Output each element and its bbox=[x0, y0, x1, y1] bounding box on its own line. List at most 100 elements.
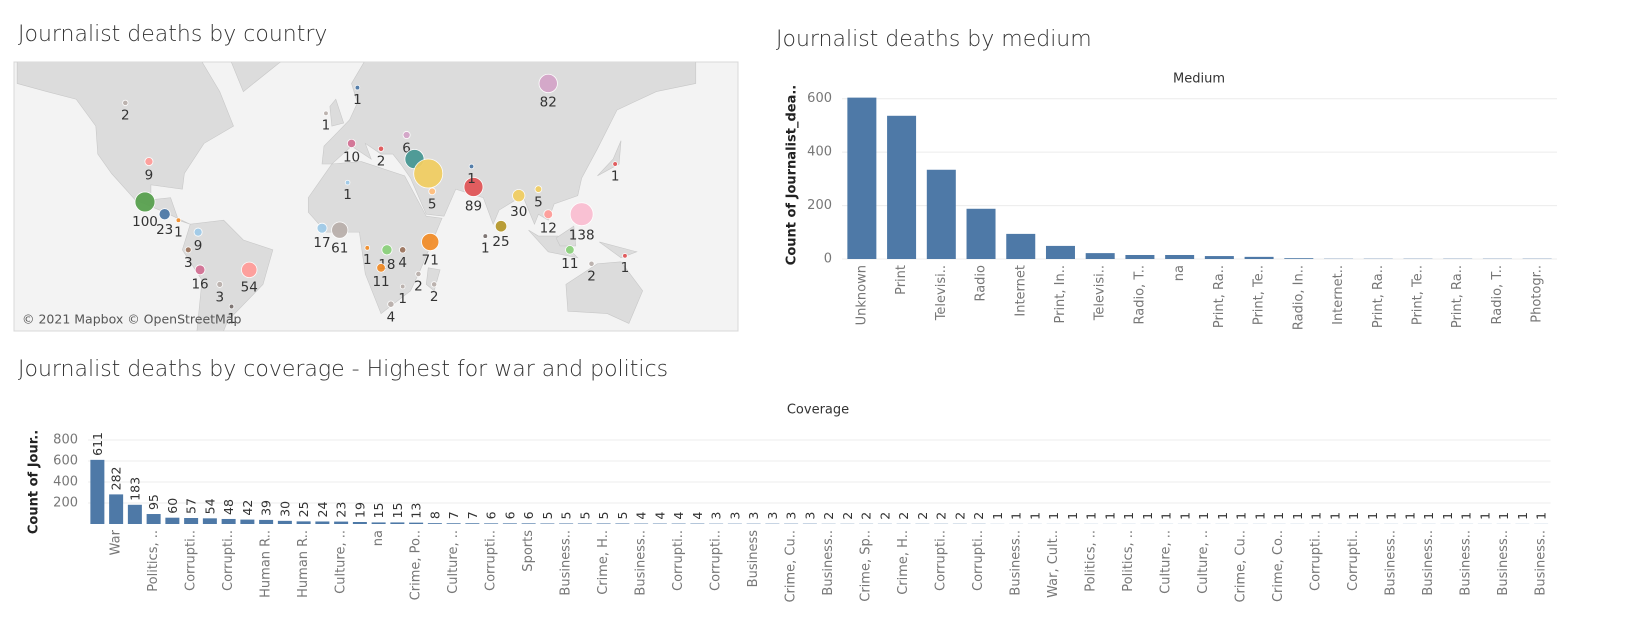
x-tick-label: Business.. bbox=[1384, 530, 1399, 596]
medium-y-label: Count of Journalist_dea.. bbox=[785, 85, 800, 265]
data-label: 2 bbox=[915, 512, 930, 520]
bubble bbox=[193, 227, 203, 237]
bubble-label: 23 bbox=[156, 222, 173, 238]
bubble bbox=[144, 157, 154, 167]
data-label: 6 bbox=[484, 511, 499, 519]
x-tick-label: na bbox=[371, 530, 386, 546]
bubble-label: 5 bbox=[534, 195, 543, 211]
x-tick-label: Crime, H.. bbox=[896, 530, 911, 595]
bar bbox=[596, 523, 611, 524]
data-label: 1 bbox=[1140, 512, 1155, 520]
y-tick-label: 800 bbox=[53, 433, 78, 448]
bubble-label: 1 bbox=[174, 225, 183, 241]
data-label: 1 bbox=[1496, 512, 1511, 520]
data-label: 1 bbox=[1384, 512, 1399, 520]
bubble bbox=[158, 208, 171, 221]
map-land bbox=[16, 62, 697, 331]
data-label: 4 bbox=[634, 512, 649, 520]
bubble bbox=[184, 246, 192, 254]
bar bbox=[887, 115, 917, 259]
bar bbox=[109, 494, 124, 524]
bubble-label: 138 bbox=[569, 228, 595, 244]
bubble bbox=[612, 161, 618, 167]
bubble-label: 17 bbox=[313, 235, 330, 251]
data-label: 7 bbox=[446, 511, 461, 519]
bar bbox=[1284, 258, 1314, 259]
x-tick-label: Corrupti.. bbox=[221, 530, 236, 591]
data-label: 24 bbox=[315, 502, 330, 518]
x-tick-label: Business.. bbox=[821, 530, 836, 596]
data-label: 5 bbox=[540, 512, 555, 520]
bubble bbox=[482, 233, 489, 239]
bar bbox=[165, 517, 180, 524]
bar bbox=[221, 518, 236, 524]
bubble bbox=[344, 179, 351, 186]
data-label: 4 bbox=[652, 512, 667, 520]
x-tick-label: Radio, T.. bbox=[1132, 265, 1147, 324]
data-label: 57 bbox=[184, 498, 199, 514]
data-label: 1 bbox=[1177, 512, 1192, 520]
bubble bbox=[463, 177, 484, 197]
data-label: 39 bbox=[259, 500, 274, 516]
landmass bbox=[230, 62, 281, 93]
bar bbox=[559, 523, 574, 524]
x-tick-label: Business.. bbox=[1459, 530, 1474, 596]
bubble-label: 10 bbox=[343, 150, 360, 166]
x-tick-label: Televisi.. bbox=[1093, 265, 1108, 321]
x-tick-label: War, Cult.. bbox=[1046, 530, 1061, 598]
bubble-label: 89 bbox=[465, 199, 482, 215]
data-label: 2 bbox=[840, 512, 855, 520]
x-tick-label: Radio bbox=[974, 265, 989, 302]
data-label: 1 bbox=[1046, 512, 1061, 520]
bar bbox=[259, 519, 274, 524]
x-tick-label: Radio, In.. bbox=[1291, 265, 1306, 330]
x-tick-label: Culture, .. bbox=[446, 530, 461, 594]
x-tick-label: Business bbox=[746, 530, 761, 588]
x-tick-label: Business.. bbox=[1534, 530, 1549, 596]
landmass bbox=[597, 140, 622, 177]
bubble-label: 11 bbox=[372, 274, 389, 290]
data-label: 3 bbox=[727, 512, 742, 520]
bubble bbox=[565, 245, 575, 255]
bar bbox=[409, 522, 424, 524]
x-tick-label: Radio, T.. bbox=[1490, 265, 1505, 324]
data-label: 3 bbox=[746, 512, 761, 520]
bar bbox=[465, 523, 480, 524]
y-tick-label: 200 bbox=[53, 496, 78, 511]
data-label: 3 bbox=[709, 512, 724, 520]
y-tick-label: 400 bbox=[53, 475, 78, 490]
bubble-label: 82 bbox=[540, 95, 557, 111]
bubble bbox=[538, 73, 558, 94]
data-label: 1 bbox=[990, 512, 1005, 520]
x-tick-label: Print, In.. bbox=[1053, 265, 1068, 324]
landmass bbox=[329, 98, 345, 127]
bubble bbox=[376, 263, 386, 273]
x-tick-label: Print, Ra.. bbox=[1212, 265, 1227, 328]
data-label: 2 bbox=[821, 512, 836, 520]
data-label: 3 bbox=[802, 512, 817, 520]
bar bbox=[615, 523, 630, 524]
bubble-label: 30 bbox=[510, 204, 527, 220]
bubble-label: 3 bbox=[215, 289, 224, 305]
bubble bbox=[468, 163, 475, 170]
data-label: 6 bbox=[502, 511, 517, 519]
y-tick-label: 600 bbox=[807, 91, 832, 106]
bubble-label: 2 bbox=[377, 154, 386, 170]
bubble bbox=[421, 232, 440, 252]
map-title: Journalist deaths by country bbox=[18, 22, 327, 47]
data-label: 15 bbox=[371, 503, 386, 519]
bubble-label: 3 bbox=[184, 255, 193, 271]
bar bbox=[577, 523, 592, 524]
bar bbox=[296, 521, 311, 524]
x-tick-label: Culture, .. bbox=[1159, 530, 1174, 594]
bubble bbox=[175, 217, 182, 223]
data-label: 2 bbox=[877, 512, 892, 520]
bar bbox=[334, 521, 349, 524]
x-tick-label: Crime, Cu.. bbox=[784, 530, 799, 603]
bubble bbox=[399, 246, 407, 254]
x-tick-label: War bbox=[109, 529, 124, 555]
data-label: 1 bbox=[1102, 512, 1117, 520]
data-label: 1 bbox=[1252, 512, 1267, 520]
bar bbox=[1244, 256, 1274, 259]
